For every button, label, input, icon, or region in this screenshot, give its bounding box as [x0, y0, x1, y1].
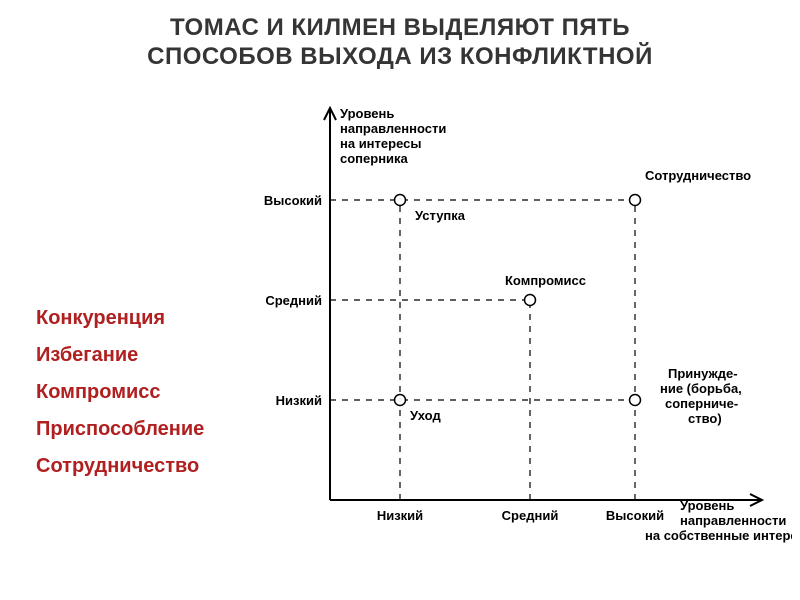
list-item: Сотрудничество: [36, 448, 266, 485]
label-uhod: Уход: [410, 408, 441, 423]
x-tick-low: Низкий: [377, 508, 423, 523]
x-axis-title: Уровень направленности на собственные ин…: [645, 498, 792, 543]
marker-ustupka: [395, 195, 406, 206]
y-tick-low: Низкий: [276, 393, 322, 408]
conflict-modes-chart: Уровень направленности на интересы сопер…: [250, 80, 792, 580]
strategy-list: Конкуренция Избегание Компромисс Приспос…: [36, 300, 266, 485]
list-item: Конкуренция: [36, 300, 266, 337]
label-ustupka: Уступка: [415, 208, 466, 223]
list-item: Избегание: [36, 337, 266, 374]
page-title: ТОМАС И КИЛМЕН ВЫДЕЛЯЮТ ПЯТЬ СПОСОБОВ ВЫ…: [0, 14, 800, 72]
list-item: Компромисс: [36, 374, 266, 411]
list-item: Приспособление: [36, 411, 266, 448]
marker-kompromiss: [525, 295, 536, 306]
title-line-2: СПОСОБОВ ВЫХОДА ИЗ КОНФЛИКТНОЙ: [147, 43, 653, 70]
grid-lines: [330, 200, 635, 500]
y-axis-title: Уровень направленности на интересы сопер…: [340, 106, 450, 166]
title-line-1: ТОМАС И КИЛМЕН ВЫДЕЛЯЮТ ПЯТЬ: [170, 14, 630, 41]
y-tick-mid: Средний: [265, 293, 322, 308]
marker-prin: [630, 395, 641, 406]
label-komp: Компромисс: [505, 273, 586, 288]
marker-sotrud: [630, 195, 641, 206]
x-tick-high: Высокий: [606, 508, 664, 523]
label-prin: Принужде- ние (борьба, соперниче- ство): [660, 366, 745, 426]
marker-uhod: [395, 395, 406, 406]
x-tick-mid: Средний: [502, 508, 559, 523]
label-sotrud: Сотрудничество: [645, 168, 751, 183]
y-tick-high: Высокий: [264, 193, 322, 208]
